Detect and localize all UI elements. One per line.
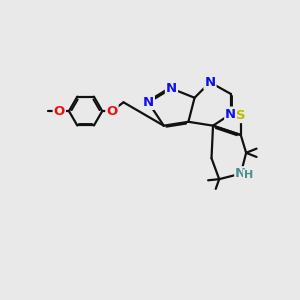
Text: N: N	[166, 82, 177, 95]
Text: O: O	[54, 105, 65, 118]
Text: O: O	[106, 105, 118, 118]
Text: N: N	[204, 76, 215, 89]
Text: N: N	[225, 107, 236, 121]
Text: N: N	[143, 96, 154, 109]
Text: H: H	[244, 170, 253, 180]
Text: N: N	[235, 167, 246, 180]
Text: S: S	[236, 109, 246, 122]
